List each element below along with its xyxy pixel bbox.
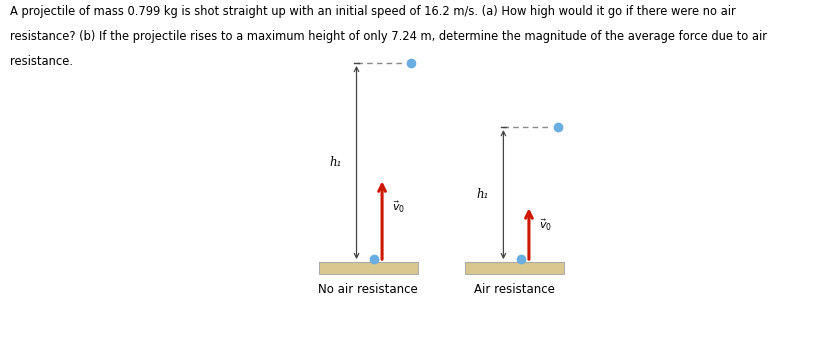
Bar bbox=[466, 262, 564, 274]
Text: $\vec{v}_0$: $\vec{v}_0$ bbox=[391, 200, 405, 215]
Text: A projectile of mass 0.799 kg is shot straight up with an initial speed of 16.2 : A projectile of mass 0.799 kg is shot st… bbox=[10, 5, 736, 18]
Text: Air resistance: Air resistance bbox=[475, 283, 555, 296]
Text: resistance? (b) If the projectile rises to a maximum height of only 7.24 m, dete: resistance? (b) If the projectile rises … bbox=[10, 30, 767, 43]
Bar bbox=[319, 262, 418, 274]
Text: resistance.: resistance. bbox=[10, 55, 73, 68]
Text: h₁: h₁ bbox=[330, 156, 342, 169]
Text: h₁: h₁ bbox=[477, 188, 489, 201]
Text: $\vec{v}_0$: $\vec{v}_0$ bbox=[539, 218, 551, 233]
Text: No air resistance: No air resistance bbox=[318, 283, 418, 296]
